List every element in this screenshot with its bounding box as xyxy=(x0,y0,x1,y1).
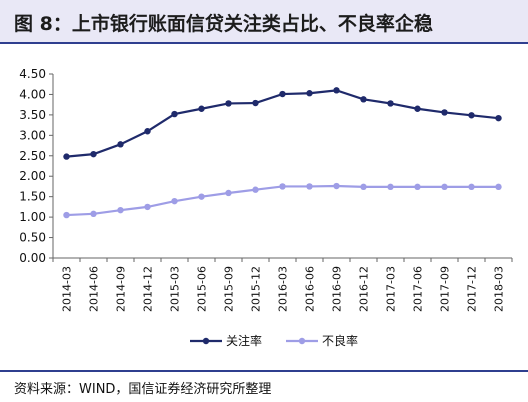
series-1-point xyxy=(360,96,367,103)
x-tick-label: 2016-12 xyxy=(358,266,371,312)
x-tick-label: 2018-03 xyxy=(493,266,506,312)
series-2-point xyxy=(171,197,178,205)
series-2-point xyxy=(63,211,70,219)
series-2-point xyxy=(387,183,394,191)
x-tick-label: 2017-09 xyxy=(439,266,452,312)
x-tick-label: 2016-03 xyxy=(277,266,290,312)
series-1-point xyxy=(90,150,97,158)
series-2-point xyxy=(414,183,421,191)
series-2-point xyxy=(144,203,151,211)
series-2-point xyxy=(117,206,124,214)
y-tick-label: 2.00 xyxy=(19,169,46,183)
line-chart-svg: 0.00 0.50 1.00 1.50 2.00 2.50 3.00 3.50 4.00 4.50… xyxy=(19,67,513,348)
series-2-point xyxy=(468,183,475,191)
figure-title-bar: 图 8：上市银行账面信贷关注类占比、不良率企稳 xyxy=(0,0,528,44)
series-1-point xyxy=(171,110,178,118)
legend-label: 不良率 xyxy=(322,333,358,348)
y-tick-label: 2.50 xyxy=(19,149,46,163)
series-1-point xyxy=(441,109,448,116)
y-tick-label: 0.00 xyxy=(19,251,46,265)
y-tick-label: 0.50 xyxy=(19,231,46,245)
series-2-point xyxy=(90,210,97,218)
y-tick-label: 3.50 xyxy=(19,108,46,122)
series-1-point xyxy=(279,90,286,98)
series-2-point xyxy=(279,183,286,190)
y-tick-label: 4.50 xyxy=(19,67,46,81)
series-1-point xyxy=(252,99,259,107)
x-tick-label: 2014-06 xyxy=(88,266,101,312)
series-1-point xyxy=(468,112,475,119)
legend-swatch-marker xyxy=(202,337,210,345)
series-2-point xyxy=(495,183,502,191)
series-2-point xyxy=(306,183,313,190)
y-tick-label: 3.00 xyxy=(19,128,46,142)
x-tick-label: 2014-03 xyxy=(61,266,74,312)
series-2-point xyxy=(225,189,232,197)
x-tick-label: 2015-09 xyxy=(223,266,236,312)
x-tick-label: 2014-09 xyxy=(115,266,128,312)
x-tick-label: 2015-12 xyxy=(250,266,263,312)
x-tick-label: 2016-09 xyxy=(331,266,344,312)
x-tick-label: 2015-06 xyxy=(196,266,209,312)
x-tick-label: 2014-12 xyxy=(142,266,155,312)
series-line-1 xyxy=(66,89,499,158)
series-1-point xyxy=(225,100,232,107)
series-1-point xyxy=(414,105,421,112)
series-1-point xyxy=(198,105,205,112)
series-1-point xyxy=(387,100,394,107)
legend-swatch-marker xyxy=(298,337,306,345)
figure-title: 图 8：上市银行账面信贷关注类占比、不良率企稳 xyxy=(14,13,433,35)
y-tick-label: 1.00 xyxy=(19,210,46,224)
series-1-point xyxy=(333,87,340,94)
series-1-point xyxy=(117,141,124,148)
series-2-point xyxy=(441,183,448,191)
series-1-point xyxy=(63,153,70,160)
series-2-point xyxy=(252,186,259,193)
y-tick-label: 1.50 xyxy=(19,190,46,204)
x-tick-label: 2017-03 xyxy=(385,266,398,312)
series-1-point xyxy=(306,90,313,97)
x-tick-label: 2015-03 xyxy=(169,266,182,312)
x-tick-label: 2017-12 xyxy=(466,266,479,312)
series-1-point xyxy=(495,114,502,122)
series-2-point xyxy=(360,183,367,191)
source-divider xyxy=(0,370,528,372)
source-note: 资料来源：WIND，国信证券经济研究所整理 xyxy=(14,382,272,397)
x-tick-label: 2016-06 xyxy=(304,266,317,312)
series-line-2 xyxy=(66,184,499,217)
series-2-point xyxy=(198,193,205,200)
series-2-point xyxy=(333,182,340,190)
legend-label: 关注率 xyxy=(226,333,262,348)
series-1-point xyxy=(144,128,151,135)
line-chart: 0.00 0.50 1.00 1.50 2.00 2.50 3.00 3.50 4.00 4.50… xyxy=(0,44,528,366)
x-tick-label: 2017-06 xyxy=(412,266,425,312)
y-tick-label: 4.00 xyxy=(19,87,46,101)
